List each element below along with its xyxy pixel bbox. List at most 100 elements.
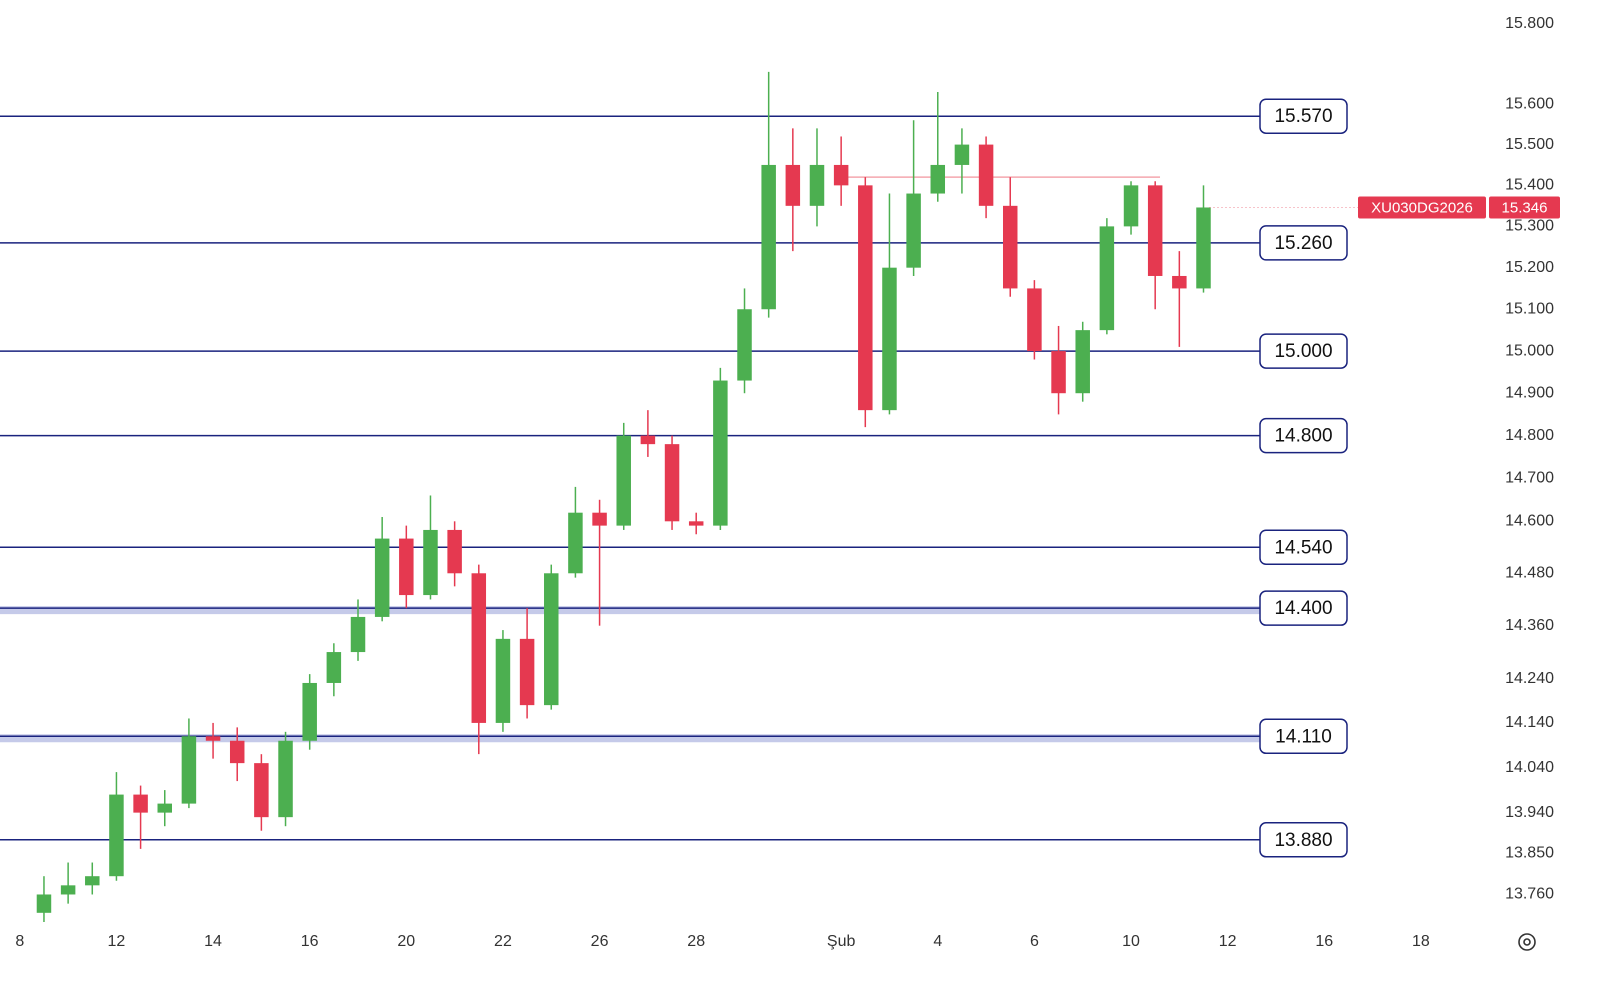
symbol-label: XU030DG2026 [1371,199,1473,216]
y-tick-label: 14.600 [1505,513,1554,530]
candle [326,643,342,697]
x-tick-label: 28 [687,933,705,950]
y-tick-label: 14.800 [1505,427,1554,444]
candle-body [326,652,342,683]
candle [229,727,245,782]
candle-body [616,435,631,526]
candle-body [568,512,583,574]
gear-outer[interactable] [1518,933,1536,951]
candle [374,516,390,622]
candle-body [1172,275,1187,289]
y-tick-label: 15.000 [1505,342,1554,359]
level-box [1259,98,1348,134]
candle [350,599,366,661]
level-label: 15.260 [1274,233,1332,254]
candle-body [1123,185,1139,227]
candle [1196,185,1211,293]
candle-body [809,164,825,206]
x-tick-label: 18 [1412,933,1430,950]
settings-icon[interactable] [1518,933,1536,951]
level-label: 14.540 [1274,537,1332,558]
y-tick-label: 14.240 [1505,670,1554,687]
candle-body [519,638,535,706]
y-tick-label: 13.940 [1505,804,1554,821]
candle-body [1099,226,1115,331]
candle-body [1051,351,1066,394]
y-tick-label: 15.600 [1505,95,1554,112]
candle [785,128,801,252]
y-tick-label: 14.040 [1505,759,1554,776]
candle [954,128,970,194]
candle [205,722,221,759]
candle [36,876,52,922]
y-tick-label: 15.400 [1505,177,1554,194]
candle-body [302,682,317,741]
candle-body [833,164,849,186]
gear-inner[interactable] [1523,938,1531,946]
candle-body [60,885,76,895]
candle [1027,280,1042,360]
y-tick-label: 15.200 [1505,259,1554,276]
candle-body [737,309,752,381]
level-label: 15.000 [1274,341,1332,362]
candle-body [399,538,414,596]
candle-body [544,573,559,706]
level-box [1259,417,1348,454]
candle [133,785,148,849]
candle-body [713,380,728,526]
candle [640,410,656,457]
candle-body [85,876,100,886]
candle-body [1002,205,1018,289]
candle [664,435,680,530]
y-tick-label: 13.850 [1505,845,1554,862]
candle-body [785,164,801,206]
candle [1123,181,1139,235]
candle [1051,325,1066,415]
candle-body [495,638,511,723]
candle-body [350,616,366,653]
y-tick-label: 13.760 [1505,886,1554,903]
y-tick-label: 15.300 [1505,218,1554,235]
level-label: 14.110 [1275,726,1332,747]
candle-body [858,185,873,411]
level-label: 14.800 [1274,426,1332,447]
level-label: 14.400 [1274,598,1332,619]
candle-body [1147,185,1163,276]
candle [737,288,752,394]
candle-body [1075,330,1090,394]
candle-body [229,740,245,764]
x-tick-label: 22 [494,933,512,950]
y-tick-label: 15.800 [1505,15,1554,32]
candle [1002,177,1018,297]
candle [447,521,462,587]
level-box [1259,333,1348,369]
candle [181,718,197,809]
candle [858,177,873,428]
candle [833,136,849,206]
candle-body [471,573,487,723]
x-tick-label: 6 [1030,933,1039,950]
x-tick-label: 4 [933,933,942,950]
y-tick-label: 14.140 [1505,714,1554,731]
candle-body [882,267,897,411]
candle [85,862,100,895]
y-tick-label: 14.900 [1505,384,1554,401]
candle [713,367,728,530]
x-tick-label: 12 [1219,933,1237,950]
level-box [1259,822,1348,858]
candle-body [205,736,221,741]
level-box [1259,225,1348,261]
x-tick-label: 20 [397,933,415,950]
price-tag [1489,196,1560,219]
candle [616,422,631,530]
level-box [1259,590,1348,626]
y-tick-label: 15.500 [1505,136,1554,153]
candle [882,193,897,415]
level-label: 15.570 [1274,106,1332,127]
x-tick-label: Şub [827,933,856,950]
candle [1172,251,1187,347]
candle [519,608,535,719]
candle-body [133,794,148,813]
